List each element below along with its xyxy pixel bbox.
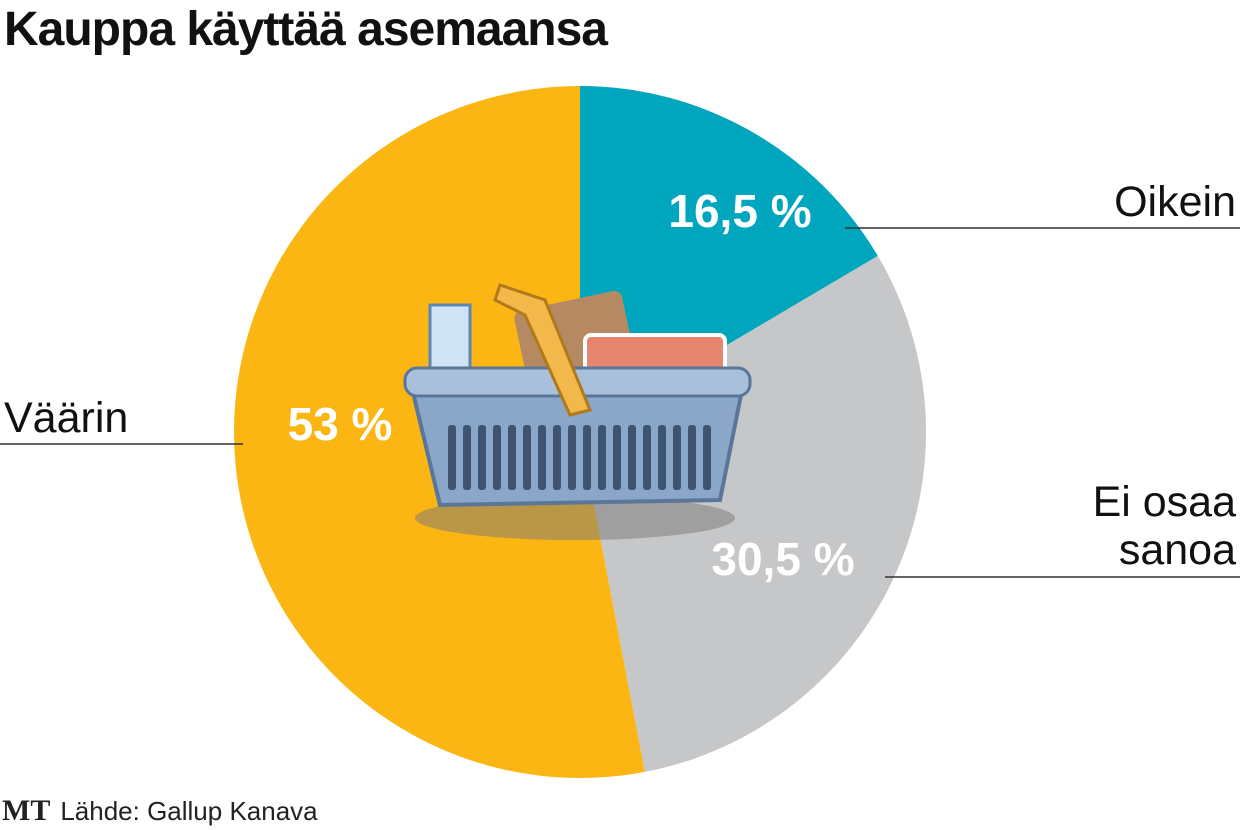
basket-slot: [538, 425, 546, 490]
basket-slot: [658, 425, 666, 490]
basket-slot: [463, 425, 471, 490]
logo: MT: [2, 794, 51, 827]
value-label: 16,5 %: [668, 185, 811, 237]
basket-shadow: [415, 496, 735, 540]
basket-illustration: [403, 283, 752, 540]
basket-slot: [523, 425, 531, 490]
source: Lähde: Gallup Kanava: [60, 796, 318, 826]
basket-slot: [643, 425, 651, 490]
basket-slot: [688, 425, 696, 490]
basket-slot: [553, 425, 561, 490]
basket-slot: [568, 425, 576, 490]
footer: MT Lähde: Gallup Kanava: [2, 794, 318, 828]
legend-label: Väärin: [4, 394, 129, 442]
basket-slot: [493, 425, 501, 490]
basket-slot: [508, 425, 516, 490]
legend-label: Ei osaa sanoa: [1092, 478, 1236, 574]
basket-slot: [583, 425, 591, 490]
value-label: 30,5 %: [711, 533, 854, 585]
value-label: 53 %: [288, 398, 393, 450]
basket-slot: [673, 425, 681, 490]
chart-title: Kauppa käyttää asemaansa: [4, 3, 608, 56]
basket-slot: [703, 425, 711, 490]
basket-handle: [493, 283, 593, 417]
legend-label: Oikein: [1114, 178, 1236, 226]
basket-slot: [448, 425, 456, 490]
basket-slot: [628, 425, 636, 490]
basket-slot: [478, 425, 486, 490]
basket-slot: [613, 425, 621, 490]
basket-slot: [598, 425, 606, 490]
